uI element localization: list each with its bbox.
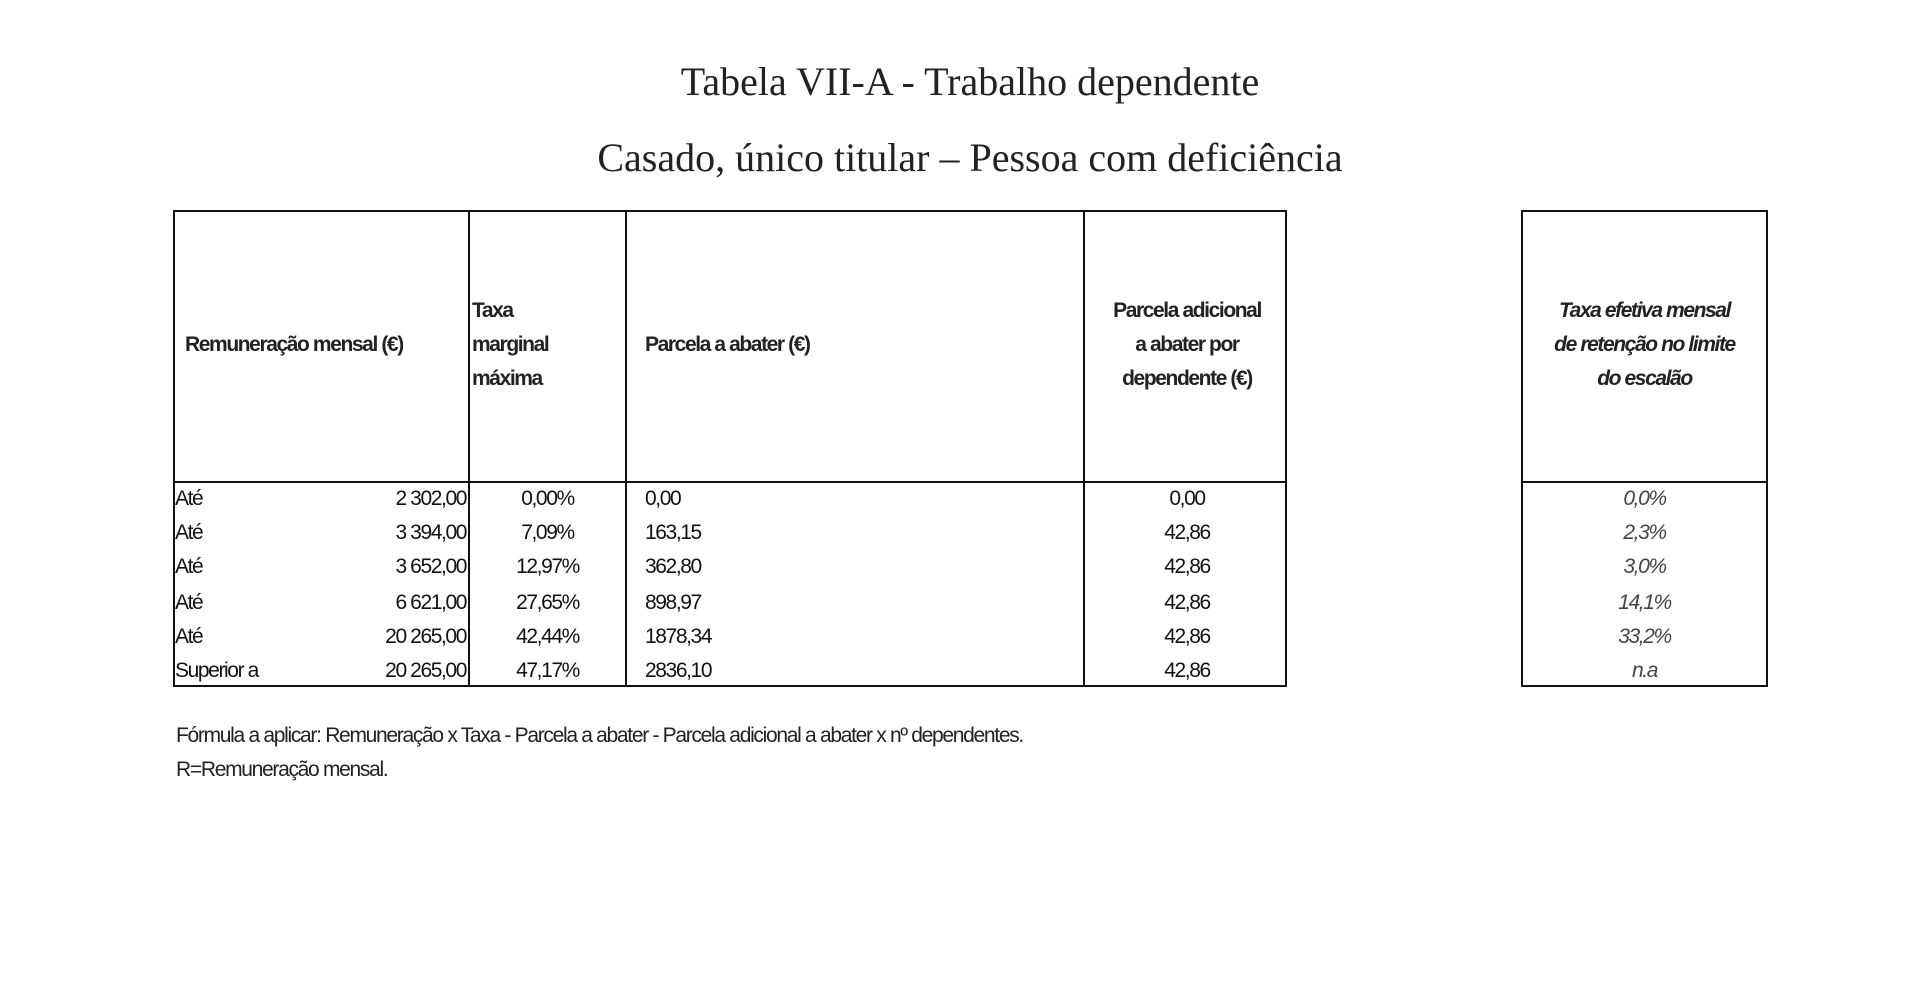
row-prefix: Até xyxy=(175,591,204,614)
row-dependent-deduction: 42,86 xyxy=(1164,625,1211,648)
row-effective-rate: 0,0% xyxy=(1623,487,1667,510)
tax-table: Remuneração mensal (€) Taxa marginal máx… xyxy=(173,210,1287,687)
row-effective-rate: 33,2% xyxy=(1618,625,1672,648)
row-prefix: Até xyxy=(175,555,204,578)
row-dependent-deduction: 42,86 xyxy=(1164,659,1211,682)
row-marginal-rate: 7,09% xyxy=(521,521,575,544)
table-subtitle: Casado, único titular – Pessoa com defic… xyxy=(597,135,1343,180)
row-marginal-rate: 0,00% xyxy=(521,487,575,510)
row-limit: 3 652,00 xyxy=(395,555,467,578)
effective-rate-table: Taxa efetiva mensal de retenção no limit… xyxy=(1521,210,1768,687)
row-deduction: 1878,34 xyxy=(645,625,713,648)
row-deduction: 362,80 xyxy=(645,555,702,578)
row-dependent-deduction: 42,86 xyxy=(1164,521,1211,544)
row-limit: 2 302,00 xyxy=(395,487,467,510)
header-adicional: Parcela adicional a abater por dependent… xyxy=(1113,299,1262,390)
column-divider xyxy=(468,212,470,685)
row-effective-rate: n.a xyxy=(1632,659,1658,682)
header-parcela: Parcela a abater (€) xyxy=(645,333,811,356)
row-prefix: Superior a xyxy=(175,659,259,682)
row-dependent-deduction: 0,00 xyxy=(1169,487,1206,510)
row-deduction: 2836,10 xyxy=(645,659,713,682)
header-effective-rate: Taxa efetiva mensal de retenção no limit… xyxy=(1554,299,1736,390)
column-divider xyxy=(625,212,627,685)
row-marginal-rate: 47,17% xyxy=(516,659,580,682)
row-prefix: Até xyxy=(175,487,204,510)
row-effective-rate: 3,0% xyxy=(1623,555,1667,578)
row-effective-rate: 14,1% xyxy=(1618,591,1672,614)
row-limit: 20 265,00 xyxy=(385,625,467,648)
row-dependent-deduction: 42,86 xyxy=(1164,591,1211,614)
row-deduction: 898,97 xyxy=(645,591,702,614)
remuneration-note: R=Remuneração mensal. xyxy=(176,758,389,781)
formula-note: Fórmula a aplicar: Remuneração x Taxa - … xyxy=(176,724,1024,747)
row-marginal-rate: 42,44% xyxy=(516,625,580,648)
row-prefix: Até xyxy=(175,521,204,544)
row-limit: 6 621,00 xyxy=(395,591,467,614)
row-limit: 3 394,00 xyxy=(395,521,467,544)
header-taxa: Taxa marginal máxima xyxy=(472,299,550,390)
row-marginal-rate: 27,65% xyxy=(516,591,580,614)
header-remuneracao: Remuneração mensal (€) xyxy=(185,333,404,356)
column-divider xyxy=(1083,212,1085,685)
header-divider xyxy=(175,481,1285,483)
table-title: Tabela VII-A - Trabalho dependente xyxy=(680,59,1260,104)
row-effective-rate: 2,3% xyxy=(1623,521,1667,544)
row-dependent-deduction: 42,86 xyxy=(1164,555,1211,578)
row-limit: 20 265,00 xyxy=(385,659,467,682)
row-prefix: Até xyxy=(175,625,204,648)
row-deduction: 163,15 xyxy=(645,521,702,544)
row-deduction: 0,00 xyxy=(645,487,682,510)
row-marginal-rate: 12,97% xyxy=(516,555,580,578)
header-divider xyxy=(1523,481,1766,483)
